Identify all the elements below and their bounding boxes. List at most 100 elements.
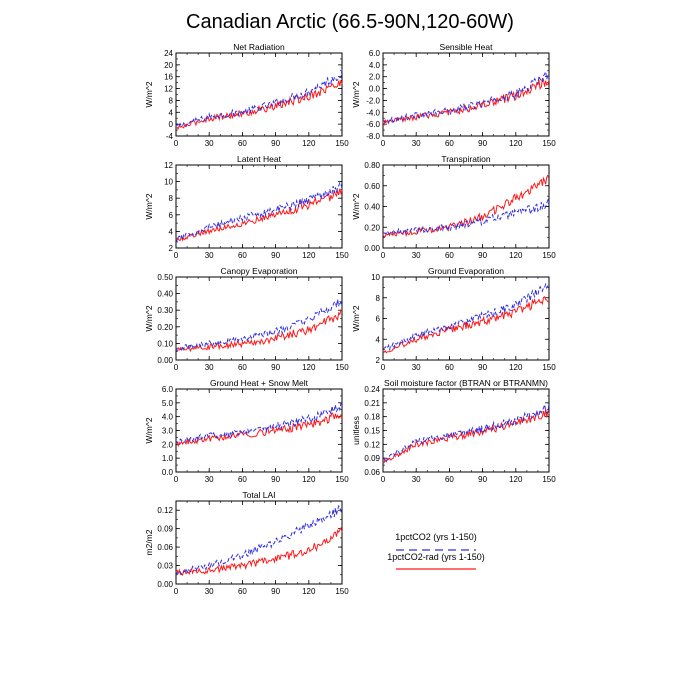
legend-label-1pctco2: 1pctCO2 (yrs 1-150) [395,532,477,542]
panel-sensible-heat-xtick-label: 150 [542,139,556,148]
panel-ground-heat-snow-melt-xtick-label: 0 [174,475,179,484]
panel-canopy-evaporation-xtick-label: 30 [205,363,214,372]
panel-soil-moisture-factor-btran-or-btranmn-xtick-label: 120 [509,475,523,484]
panel-soil-moisture-factor-btran-or-btranmn-ytick-label: 0.18 [364,413,380,422]
panel-total-lai-xtick-label: 60 [238,587,247,596]
panel-soil-moisture-factor-btran-or-btranmn-xtick-label: 90 [478,475,487,484]
panel-canopy-evaporation-ytick-label: 0.20 [157,323,173,332]
panel-ground-heat-snow-melt-ytick-label: 6.0 [162,385,174,394]
panel-soil-moisture-factor-btran-or-btranmn-ytick-label: 0.09 [364,454,380,463]
panel-soil-moisture-factor-btran-or-btranmn-frame [382,388,550,473]
panel-net-radiation-xtick-label: 60 [238,139,247,148]
panel-net-radiation-xtick-label: 90 [271,139,280,148]
panel-soil-moisture-factor-btran-or-btranmn-xtick-label: 30 [412,475,421,484]
panel-ground-heat-snow-melt-ytick-label: 2.0 [162,440,174,449]
panel-latent-heat-series-1pctco2-rad [175,188,343,242]
panel-ground-evaporation-xtick-label: 120 [509,363,523,372]
panel-transpiration-ytick-label: 0.80 [364,161,380,170]
panel-net-radiation-ytick-label: 12 [164,85,173,94]
panel-ground-evaporation-ytick-label: 8 [376,294,381,303]
panel-canopy-evaporation-xtick-label: 120 [302,363,316,372]
panel-sensible-heat-xtick-label: 120 [509,139,523,148]
panel-canopy-evaporation-xtick-label: 150 [335,363,349,372]
panel-latent-heat-ylabel: W/m^2 [144,193,154,219]
panel-net-radiation-ytick-label: 24 [164,49,173,58]
panel-ground-evaporation-ytick-label: 6 [376,315,381,324]
panel-latent-heat-frame [175,164,343,249]
panel-latent-heat-title: Latent Heat [237,154,282,164]
panel-total-lai-xtick-label: 150 [335,587,349,596]
figure-title: Canadian Arctic (66.5-90N,120-60W) [186,11,514,33]
panel-transpiration-xtick-label: 120 [509,251,523,260]
panel-net-radiation-xtick-label: 150 [335,139,349,148]
panel-transpiration: Transpiration W/m^2 0 30 60 90 120 150 0.00 0.20 0… [351,154,556,260]
panel-transpiration-xtick-label: 30 [412,251,421,260]
panel-latent-heat-series-1pctco2 [175,181,343,244]
panel-sensible-heat-ytick-label: -8.0 [366,132,380,141]
panel-ground-evaporation-xtick-label: 90 [478,363,487,372]
panel-latent-heat-xtick-label: 150 [335,251,349,260]
panel-total-lai-ytick-label: 0.03 [157,562,173,571]
panel-latent-heat-xtick-label: 120 [302,251,316,260]
panel-ground-evaporation-series-1pctco2-rad [382,296,550,354]
panel-transpiration-ytick-label: 0.00 [364,244,380,253]
panel-total-lai-series-1pctco2-rad [175,526,343,577]
panel-sensible-heat-ytick-label: 4.0 [369,61,381,70]
panel-canopy-evaporation-ytick-label: 0.10 [157,339,173,348]
panel-canopy-evaporation-xtick-label: 90 [271,363,280,372]
panel-soil-moisture-factor-btran-or-btranmn-ytick-label: 0.21 [364,399,380,408]
panel-ground-heat-snow-melt-series-1pctco2 [175,402,343,444]
panel-ground-heat-snow-melt-ytick-label: 0.0 [162,468,174,477]
panel-soil-moisture-factor-btran-or-btranmn-ytick-label: 0.15 [364,427,380,436]
panel-ground-heat-snow-melt-ylabel: W/m^2 [144,417,154,443]
legend: 1pctCO2 (yrs 1-150) 1pctCO2-rad (yrs 1-1… [387,532,485,570]
panel-soil-moisture-factor-btran-or-btranmn-title: Soil moisture factor (BTRAN or BTRANMN) [384,378,548,388]
panel-sensible-heat-ylabel: W/m^2 [351,81,361,107]
panel-net-radiation-xtick-label: 0 [174,139,179,148]
panel-transpiration-title: Transpiration [441,154,491,164]
panel-total-lai-series-1pctco2 [175,505,343,575]
panel-ground-evaporation-ytick-label: 10 [371,273,380,282]
panel-sensible-heat: Sensible Heat W/m^2 0 30 60 90 120 150 -8.0 -6.0 -… [351,42,556,148]
panel-latent-heat-ytick-label: 10 [164,178,173,187]
panel-soil-moisture-factor-btran-or-btranmn-series-1pctco2-rad [382,409,550,464]
panel-canopy-evaporation-ytick-label: 0.00 [157,356,173,365]
panel-latent-heat: Latent Heat W/m^2 0 30 60 90 120 150 2 4 6 8 10 12 [144,154,349,260]
panel-ground-heat-snow-melt-xtick-label: 150 [335,475,349,484]
panel-ground-evaporation-ytick-label: 2 [376,356,381,365]
panel-net-radiation-ylabel: W/m^2 [144,81,154,107]
panel-total-lai-xtick-label: 0 [174,587,179,596]
panel-transpiration-frame [382,164,550,249]
panel-total-lai-xtick-label: 90 [271,587,280,596]
panel-net-radiation-ytick-label: 4 [169,108,174,117]
panel-sensible-heat-series-1pctco2 [382,70,550,124]
panel-ground-evaporation-series-1pctco2 [382,282,550,352]
panel-net-radiation-ytick-label: -4 [166,132,174,141]
panel-total-lai: Total LAI m2/m2 0 30 60 90 120 150 0.00 0.03 0.06 0… [144,490,349,596]
panel-ground-heat-snow-melt-title: Ground Heat + Snow Melt [210,378,309,388]
panel-ground-heat-snow-melt-ytick-label: 5.0 [162,399,174,408]
panel-soil-moisture-factor-btran-or-btranmn-ytick-label: 0.06 [364,468,380,477]
panel-sensible-heat-xtick-label: 0 [381,139,386,148]
panel-sensible-heat-ytick-label: -2.0 [366,96,380,105]
panel-sensible-heat-xtick-label: 60 [445,139,454,148]
panel-transpiration-ytick-label: 0.40 [364,203,380,212]
panel-ground-evaporation-xtick-label: 0 [381,363,386,372]
panel-ground-evaporation-xtick-label: 150 [542,363,556,372]
panel-sensible-heat-ytick-label: -4.0 [366,108,380,117]
panel-net-radiation-series-1pctco2 [175,69,343,128]
panel-ground-evaporation-ytick-label: 4 [376,335,381,344]
panel-total-lai-ytick-label: 0.09 [157,525,173,534]
panel-soil-moisture-factor-btran-or-btranmn-ylabel: unitless [351,416,361,445]
panel-total-lai-xtick-label: 120 [302,587,316,596]
panel-soil-moisture-factor-btran-or-btranmn: Soil moisture factor (BTRAN or BTRANMN) u… [351,378,556,484]
panel-ground-evaporation-frame [382,276,550,361]
panel-transpiration-ytick-label: 0.60 [364,182,380,191]
panel-ground-heat-snow-melt-series-1pctco2-rad [175,411,343,448]
panel-net-radiation-xtick-label: 120 [302,139,316,148]
panel-canopy-evaporation-ylabel: W/m^2 [144,305,154,331]
panel-transpiration-series-1pctco2 [382,198,550,236]
